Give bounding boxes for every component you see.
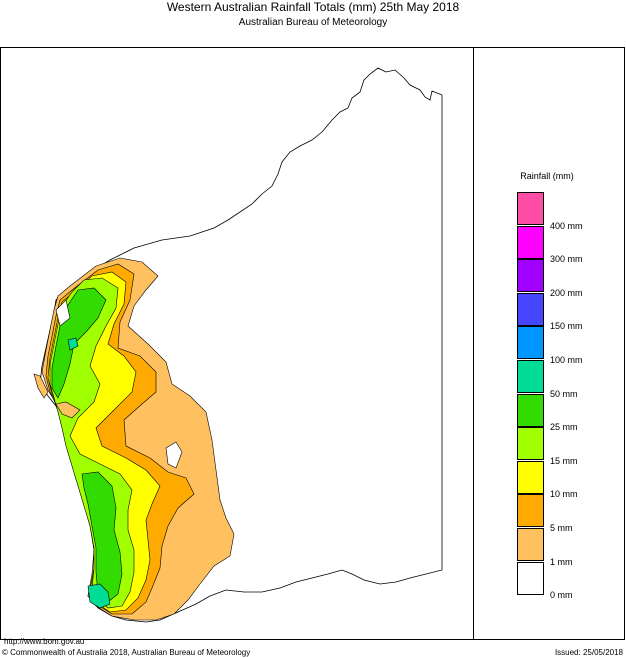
legend-title: Rainfall (mm)	[520, 171, 574, 181]
rain-zone-25-50mm	[51, 287, 123, 603]
legend-label: 300 mm	[550, 254, 583, 265]
legend-swatch	[517, 528, 544, 561]
dry-patch-inland	[165, 441, 183, 469]
legend-divider	[473, 47, 474, 640]
rainfall-map	[33, 67, 443, 623]
legend-label: 10 mm	[550, 489, 578, 500]
map-subtitle: Australian Bureau of Meteorology	[238, 17, 388, 28]
legend-swatch	[517, 427, 544, 461]
shark-bay-peninsula	[55, 401, 81, 419]
map-frame	[0, 47, 625, 640]
legend-label: 0 mm	[550, 590, 573, 601]
issued-date: Issued: 25/05/2018	[554, 648, 623, 657]
legend-swatch	[517, 259, 544, 293]
legend-swatch	[517, 460, 544, 494]
legend-label: 150 mm	[550, 321, 583, 332]
legend-label: 50 mm	[550, 388, 578, 399]
copyright-notice: © Commonwealth of Australia 2018, Austra…	[2, 648, 251, 657]
legend-swatch	[517, 192, 544, 225]
legend-label: 200 mm	[550, 287, 583, 298]
source-url[interactable]: http://www.bom.gov.au	[4, 637, 85, 646]
rain-zone-50-100mm	[67, 337, 111, 609]
dry-patch-coast	[55, 299, 71, 327]
legend-label: 5 mm	[550, 523, 573, 533]
legend-swatch	[517, 225, 544, 259]
legend-swatch	[517, 393, 544, 427]
legend-swatch	[517, 326, 544, 360]
legend-swatch	[517, 292, 544, 326]
legend-swatch	[517, 494, 544, 528]
legend-swatch	[517, 561, 544, 595]
legend-label: 400 mm	[550, 220, 583, 231]
legend-label: 15 mm	[550, 455, 578, 466]
map-title: Western Australian Rainfall Totals (mm) …	[166, 0, 460, 14]
legend-swatch	[517, 360, 544, 393]
legend-label: 1 mm	[550, 556, 573, 567]
shark-bay-island	[33, 373, 49, 399]
legend-label: 100 mm	[550, 355, 583, 365]
legend-label: 25 mm	[550, 422, 578, 433]
